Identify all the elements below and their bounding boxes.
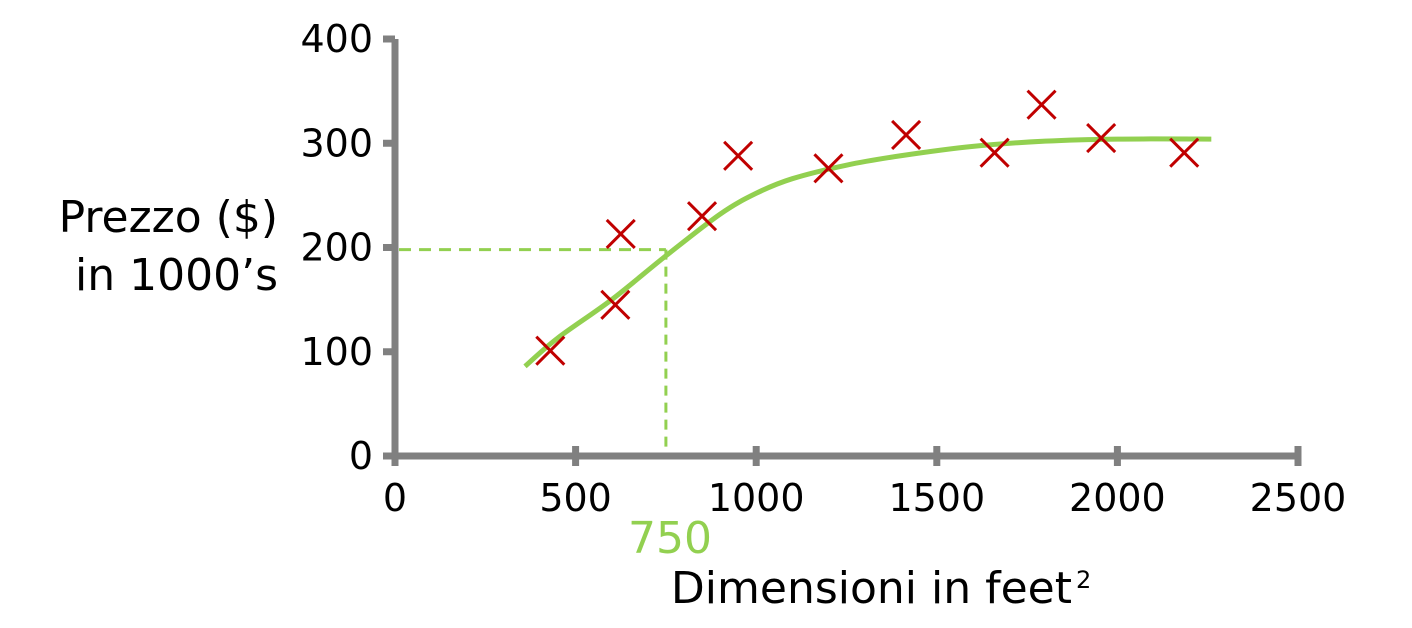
y-tick-label: 300: [300, 121, 373, 165]
data-point: [607, 220, 635, 248]
y-tick-label: 400: [300, 17, 373, 61]
x-tick-label: 2500: [1250, 476, 1347, 520]
y-ticks: 0 100 200 300 400: [300, 17, 395, 478]
x-tick-label: 500: [539, 476, 612, 520]
x-tick-label: 2000: [1069, 476, 1166, 520]
data-point: [892, 121, 920, 149]
y-tick-label: 200: [300, 226, 373, 270]
x-tick-label: 1500: [888, 476, 985, 520]
fit-curve: [525, 139, 1211, 366]
data-point: [724, 142, 752, 170]
x-tick-label: 1000: [708, 476, 805, 520]
y-tick-label: 0: [349, 434, 373, 478]
x-axis-label: Dimensioni in feet: [671, 563, 1072, 614]
data-point: [1028, 91, 1056, 119]
data-point: [1170, 139, 1198, 167]
highlight-x-label: 750: [628, 513, 712, 564]
axes: 0 100 200 300 400 0 500 1000 1500 2000 2500: [300, 17, 1346, 520]
highlight-guides: [399, 250, 666, 452]
x-tick-label: 0: [383, 476, 407, 520]
y-tick-label: 100: [300, 330, 373, 374]
y-axis-label-line2: in 1000’s: [75, 250, 278, 301]
data-points: [536, 91, 1198, 365]
y-axis-label-line1: Prezzo ($): [59, 192, 278, 243]
x-axis-label-superscript: 2: [1076, 566, 1091, 594]
